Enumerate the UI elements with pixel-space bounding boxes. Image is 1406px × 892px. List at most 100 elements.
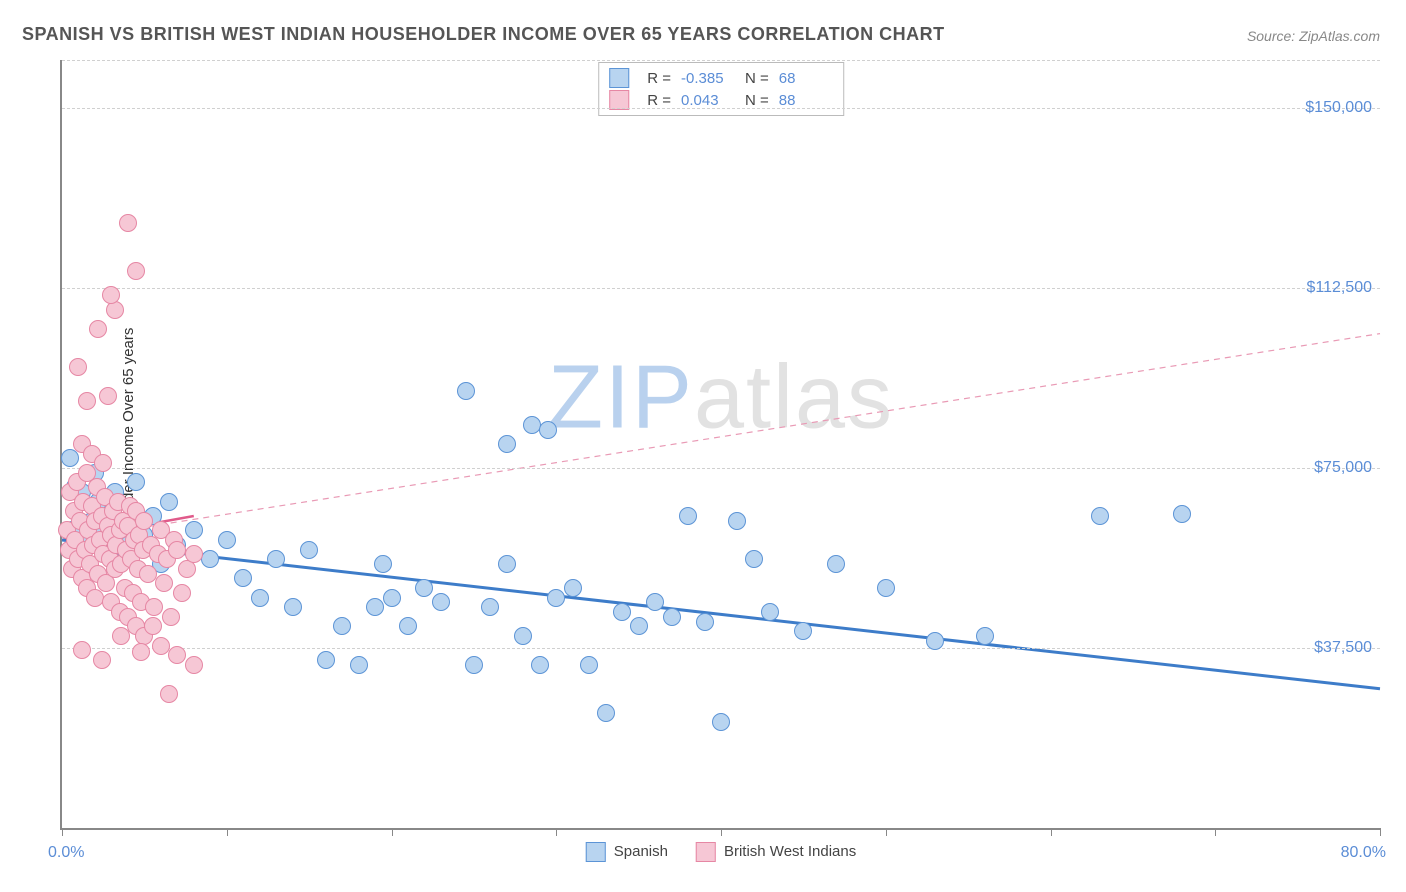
legend-item-spanish: Spanish	[586, 842, 668, 862]
data-point	[926, 632, 944, 650]
data-point	[514, 627, 532, 645]
r-label: R =	[647, 92, 671, 109]
data-point	[481, 598, 499, 616]
n-label: N =	[745, 92, 769, 109]
data-point	[127, 473, 145, 491]
x-tick	[1215, 828, 1216, 836]
data-point	[976, 627, 994, 645]
data-point	[374, 555, 392, 573]
chart-title: SPANISH VS BRITISH WEST INDIAN HOUSEHOLD…	[22, 24, 945, 45]
x-axis-max-label: 80.0%	[1341, 844, 1386, 862]
n-value-bwi: 88	[779, 92, 833, 109]
legend-label-spanish: Spanish	[614, 843, 668, 860]
data-point	[135, 512, 153, 530]
n-label: N =	[745, 70, 769, 87]
data-point	[630, 617, 648, 635]
grid-line	[62, 648, 1380, 649]
legend-label-bwi: British West Indians	[724, 843, 856, 860]
data-point	[89, 320, 107, 338]
data-point	[69, 358, 87, 376]
x-tick	[886, 828, 887, 836]
data-point	[168, 541, 186, 559]
data-point	[1173, 505, 1191, 523]
data-point	[267, 550, 285, 568]
data-point	[78, 392, 96, 410]
r-value-bwi: 0.043	[681, 92, 735, 109]
data-point	[218, 531, 236, 549]
grid-line	[62, 288, 1380, 289]
legend-item-bwi: British West Indians	[696, 842, 856, 862]
data-point	[523, 416, 541, 434]
y-tick-label: $112,500	[1306, 279, 1372, 297]
x-tick	[556, 828, 557, 836]
data-point	[366, 598, 384, 616]
data-point	[139, 565, 157, 583]
x-tick	[227, 828, 228, 836]
data-point	[531, 656, 549, 674]
data-point	[415, 579, 433, 597]
data-point	[877, 579, 895, 597]
x-tick	[392, 828, 393, 836]
data-point	[173, 584, 191, 602]
data-point	[539, 421, 557, 439]
grid-line	[62, 60, 1380, 61]
data-point	[457, 382, 475, 400]
watermark-zip: ZIP	[548, 347, 694, 447]
data-point	[580, 656, 598, 674]
data-point	[432, 593, 450, 611]
data-point	[112, 627, 130, 645]
data-point	[696, 613, 714, 631]
data-point	[728, 512, 746, 530]
data-point	[185, 545, 203, 563]
data-point	[152, 637, 170, 655]
data-point	[333, 617, 351, 635]
data-point	[162, 608, 180, 626]
data-point	[646, 593, 664, 611]
data-point	[127, 262, 145, 280]
data-point	[761, 603, 779, 621]
data-point	[1091, 507, 1109, 525]
trend-line	[62, 540, 1380, 689]
plot-area: ZIPatlas R = -0.385 N = 68 R = 0.043 N =…	[60, 60, 1380, 830]
r-label: R =	[647, 70, 671, 87]
data-point	[168, 646, 186, 664]
data-point	[61, 449, 79, 467]
data-point	[597, 704, 615, 722]
data-point	[399, 617, 417, 635]
data-point	[155, 574, 173, 592]
swatch-bwi-bottom	[696, 842, 716, 862]
y-tick-label: $37,500	[1314, 639, 1372, 657]
data-point	[745, 550, 763, 568]
data-point	[794, 622, 812, 640]
r-value-spanish: -0.385	[681, 70, 735, 87]
data-point	[465, 656, 483, 674]
data-point	[185, 656, 203, 674]
grid-line	[62, 468, 1380, 469]
data-point	[201, 550, 219, 568]
data-point	[86, 589, 104, 607]
data-point	[132, 643, 150, 661]
x-tick	[1051, 828, 1052, 836]
swatch-spanish-bottom	[586, 842, 606, 862]
data-point	[564, 579, 582, 597]
data-point	[300, 541, 318, 559]
data-point	[284, 598, 302, 616]
data-point	[145, 598, 163, 616]
x-tick	[721, 828, 722, 836]
data-point	[547, 589, 565, 607]
source-credit: Source: ZipAtlas.com	[1247, 28, 1380, 44]
data-point	[102, 286, 120, 304]
x-axis-min-label: 0.0%	[48, 844, 84, 862]
data-point	[94, 454, 112, 472]
data-point	[317, 651, 335, 669]
series-legend: Spanish British West Indians	[586, 842, 857, 862]
data-point	[498, 555, 516, 573]
stats-row-spanish: R = -0.385 N = 68	[609, 67, 833, 89]
data-point	[383, 589, 401, 607]
data-point	[350, 656, 368, 674]
n-value-spanish: 68	[779, 70, 833, 87]
data-point	[251, 589, 269, 607]
data-point	[119, 214, 137, 232]
chart-container: SPANISH VS BRITISH WEST INDIAN HOUSEHOLD…	[0, 0, 1406, 892]
grid-line	[62, 108, 1380, 109]
